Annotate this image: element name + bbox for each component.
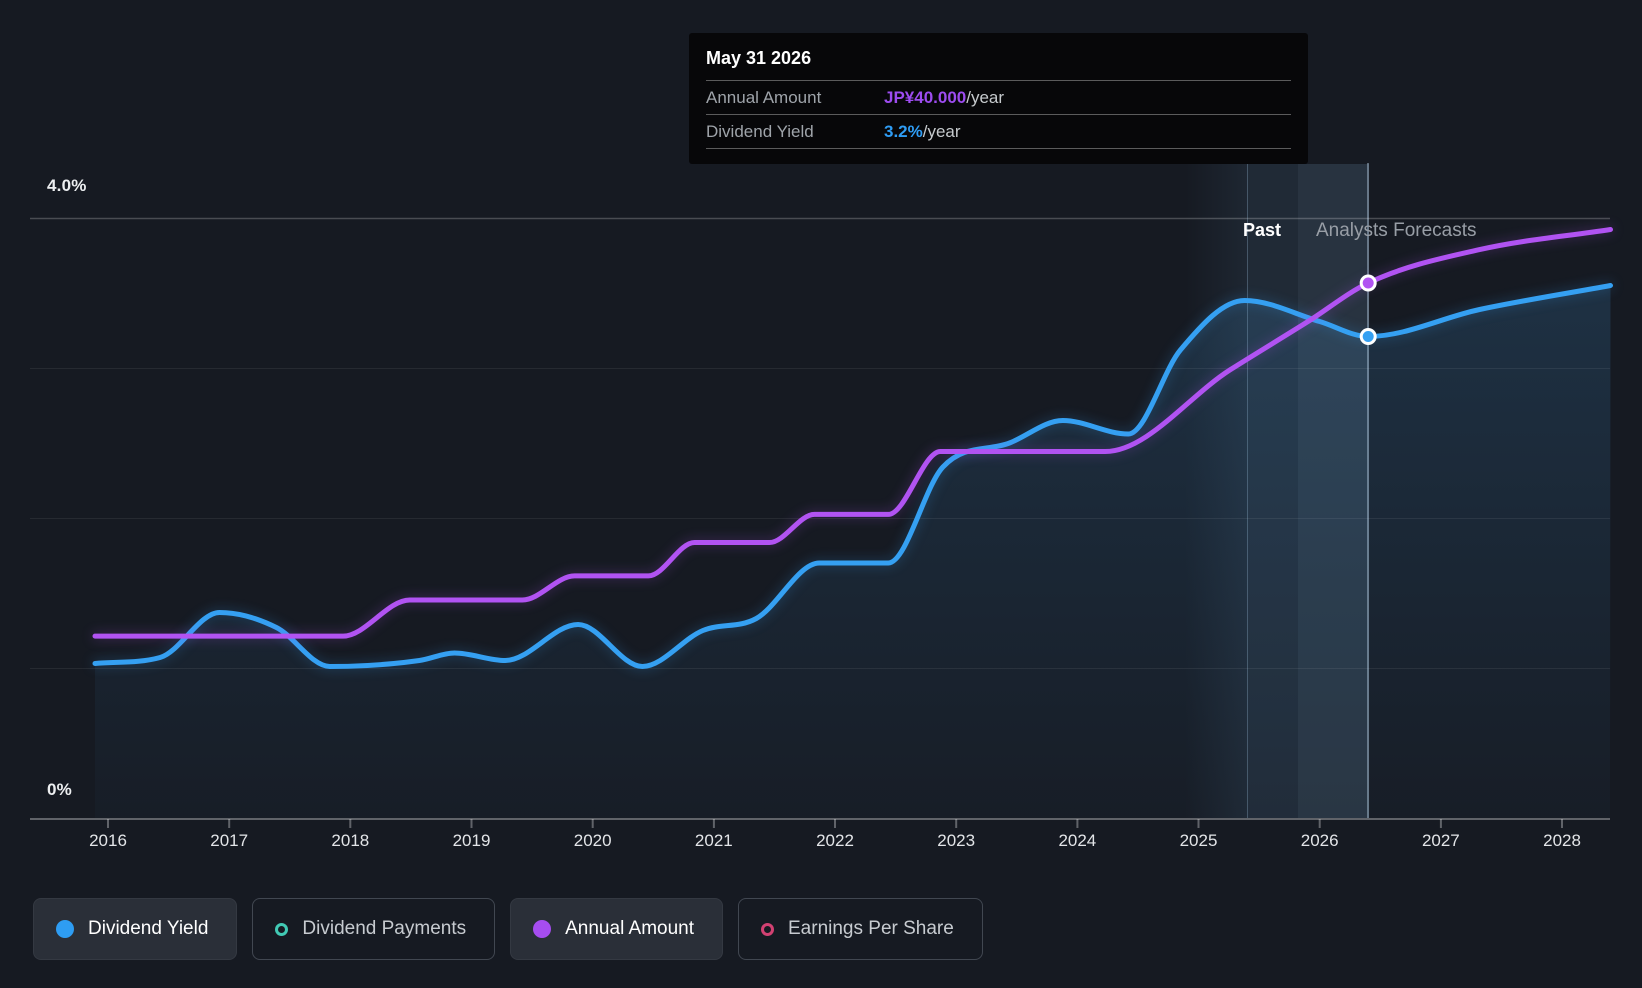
x-axis-tick xyxy=(470,819,473,828)
tooltip-row-annual-amount: Annual Amount JP¥40.000/year xyxy=(706,81,1291,115)
tooltip-suffix: /year xyxy=(922,121,961,141)
gridline-layer xyxy=(30,217,1610,820)
tooltip-value: JP¥40.000 xyxy=(884,87,967,107)
x-axis-tick xyxy=(1561,819,1563,828)
x-axis-label-2025: 2025 xyxy=(1179,831,1218,850)
x-axis-label-2023: 2023 xyxy=(937,831,976,850)
dividend-yield-marker[interactable] xyxy=(1359,328,1377,345)
legend-button-earnings-per-share[interactable]: Earnings Per Share xyxy=(738,898,983,960)
hover-tooltip: May 31 2026 Annual Amount JP¥40.000/year… xyxy=(689,33,1308,164)
y-axis-label-bottom: 0% xyxy=(47,780,72,799)
x-axis-label-2016: 2016 xyxy=(89,831,127,850)
past-region-label: Past xyxy=(1242,220,1281,240)
legend-label: Dividend Yield xyxy=(88,918,209,939)
x-axis-label-2028: 2028 xyxy=(1543,831,1581,850)
x-axis-tick xyxy=(228,819,231,828)
legend-label: Earnings Per Share xyxy=(788,918,954,939)
x-axis-tick xyxy=(107,819,109,828)
legend-button-annual-amount[interactable]: Annual Amount xyxy=(510,898,723,960)
x-axis-tick xyxy=(1318,819,1321,828)
y-axis-label-top: 4.0% xyxy=(47,176,87,195)
annual-amount-line xyxy=(92,227,1613,639)
tooltip-label: Dividend Yield xyxy=(706,121,814,141)
area-layer xyxy=(95,285,1611,818)
tick-layer xyxy=(107,819,1563,828)
legend: Dividend Yield Dividend Payments Annual Am… xyxy=(33,898,983,960)
legend-label: Dividend Payments xyxy=(302,918,467,939)
tooltip-date: May 31 2026 xyxy=(706,33,1291,81)
marker-layer xyxy=(1359,274,1377,345)
x-axis-tick xyxy=(1197,819,1200,828)
x-axis-label-2018: 2018 xyxy=(331,831,370,850)
dividend-yield-line xyxy=(92,283,1613,669)
x-axis-tick xyxy=(712,819,715,828)
tooltip-label: Annual Amount xyxy=(706,87,822,107)
x-axis-tick xyxy=(349,819,352,828)
legend-label: Annual Amount xyxy=(565,918,694,939)
legend-dot-icon xyxy=(56,920,74,938)
x-axis-label-2020: 2020 xyxy=(573,831,612,850)
legend-dot-icon xyxy=(533,920,552,938)
legend-button-dividend-yield[interactable]: Dividend Yield xyxy=(33,898,238,960)
x-axis-label-2022: 2022 xyxy=(816,831,854,850)
tooltip-suffix: /year xyxy=(966,87,1005,107)
x-axis-tick xyxy=(955,819,958,828)
x-axis-label-2027: 2027 xyxy=(1421,831,1460,850)
x-axis-tick xyxy=(834,819,836,828)
legend-dot-icon xyxy=(275,922,289,936)
legend-dot-icon xyxy=(761,922,774,936)
x-axis-tick xyxy=(1076,819,1079,828)
annual-amount-marker[interactable] xyxy=(1359,274,1377,292)
x-axis-label-2017: 2017 xyxy=(210,831,249,850)
x-axis-tick xyxy=(1439,819,1442,828)
x-axis-label-2024: 2024 xyxy=(1058,831,1097,850)
x-axis-label-2019: 2019 xyxy=(452,831,491,850)
tooltip-value: 3.2% xyxy=(884,121,923,141)
x-axis-label-2021: 2021 xyxy=(694,831,733,850)
x-axis-label-2026: 2026 xyxy=(1300,831,1339,850)
x-axis-tick xyxy=(591,819,594,828)
yield-area-fill xyxy=(95,285,1611,818)
legend-button-dividend-payments[interactable]: Dividend Payments xyxy=(252,898,496,960)
series-layer xyxy=(92,227,1613,669)
tooltip-row-dividend-yield: Dividend Yield 3.2%/year xyxy=(706,115,1291,149)
forecast-region-label: Analysts Forecasts xyxy=(1316,220,1477,241)
forecast-band-layer xyxy=(1185,163,1369,818)
